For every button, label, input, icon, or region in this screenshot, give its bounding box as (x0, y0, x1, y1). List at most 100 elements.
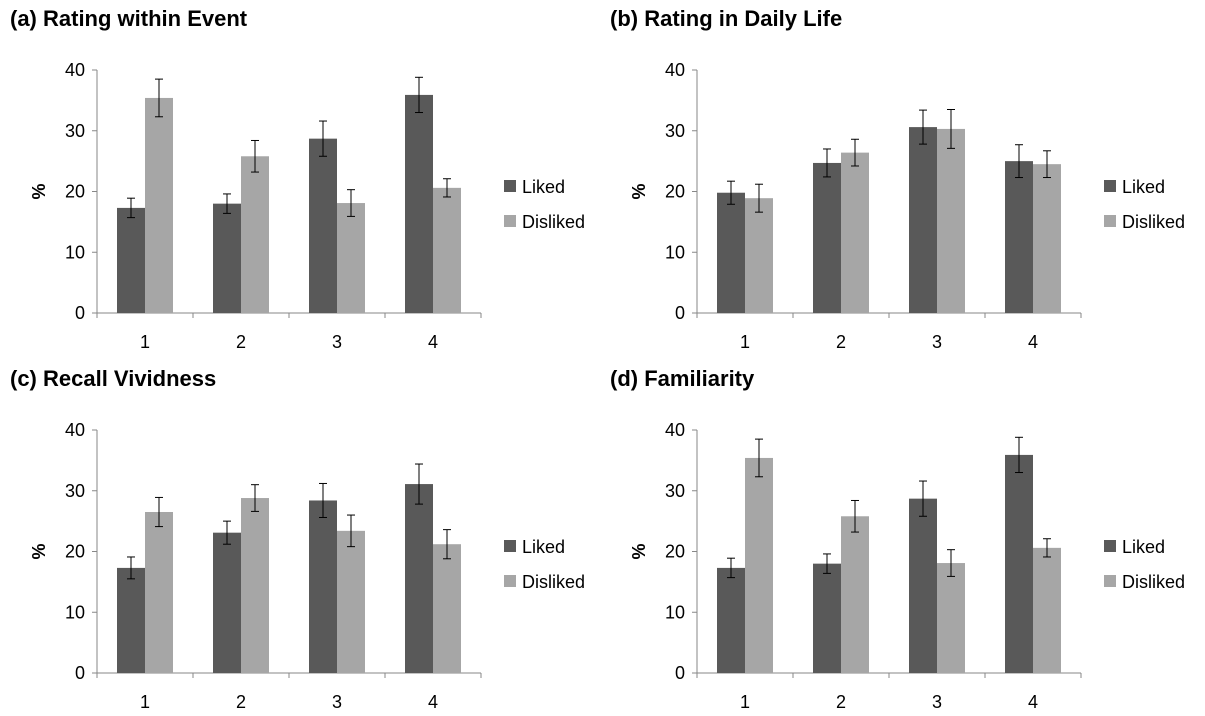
y-tick-label: 0 (75, 663, 85, 683)
bar-liked (213, 532, 241, 673)
bar-liked (1005, 454, 1033, 673)
bar-liked (813, 162, 841, 313)
bar-liked (309, 500, 337, 673)
chart-b-plot: 0 10 20 30 40% 1 2 3 4 Liked Disliked (629, 60, 1185, 352)
chart-title: (a) Rating within Event (10, 6, 248, 31)
x-tick-label: 3 (932, 692, 942, 712)
bar-liked (405, 94, 433, 313)
chart-panel-d: (d) Familiarity 0 10 20 30 40% 1 2 3 4 Liked Disli… (600, 360, 1200, 716)
x-tick-label: 3 (332, 332, 342, 352)
x-tick-label: 2 (236, 692, 246, 712)
x-tick-label: 4 (1028, 332, 1038, 352)
chart-d-plot: 0 10 20 30 40% 1 2 3 4 Liked Disliked (629, 420, 1185, 712)
bar-disliked (145, 512, 173, 673)
bar-liked (717, 192, 745, 313)
bar-disliked (337, 203, 365, 313)
legend-label-disliked: Disliked (522, 572, 585, 592)
bar-disliked (1033, 164, 1061, 313)
bar-liked (117, 567, 145, 673)
bar-disliked (433, 187, 461, 313)
bar-liked (909, 498, 937, 673)
y-tick-label: 30 (665, 481, 685, 501)
bar-disliked (1033, 547, 1061, 673)
bar-disliked (433, 544, 461, 673)
bar-disliked (145, 97, 173, 313)
legend-swatch-disliked (504, 215, 516, 227)
x-tick-label: 1 (140, 692, 150, 712)
y-tick-label: 40 (65, 420, 85, 440)
bar-disliked (745, 198, 773, 313)
y-tick-label: 0 (75, 303, 85, 323)
y-tick-label: 20 (665, 542, 685, 562)
bar-liked (405, 484, 433, 673)
legend-label-liked: Liked (522, 537, 565, 557)
chart-panel-b: (b) Rating in Daily Life 0 10 20 30 40% 1 2 3 4 L… (600, 0, 1200, 356)
legend-swatch-liked (504, 540, 516, 552)
y-tick-label: 30 (65, 121, 85, 141)
x-tick-label: 2 (236, 332, 246, 352)
chart-title: (c) Recall Vividness (10, 366, 217, 391)
legend-label-disliked: Disliked (1122, 572, 1185, 592)
x-tick-label: 4 (428, 692, 438, 712)
x-tick-label: 2 (836, 332, 846, 352)
chart-panel-c: (c) Recall Vividness 0 10 20 30 40% 1 2 3 4 Liked… (0, 360, 600, 716)
bar-liked (813, 563, 841, 673)
legend-label-liked: Liked (1122, 537, 1165, 557)
y-tick-label: 0 (675, 303, 685, 323)
bar-liked (717, 567, 745, 673)
x-tick-label: 4 (428, 332, 438, 352)
x-tick-label: 1 (140, 332, 150, 352)
y-tick-label: 40 (65, 60, 85, 80)
bar-liked (309, 138, 337, 313)
y-tick-label: 40 (665, 420, 685, 440)
y-tick-label: 20 (65, 542, 85, 562)
y-tick-label: 30 (65, 481, 85, 501)
legend-swatch-liked (1104, 540, 1116, 552)
x-tick-label: 1 (740, 332, 750, 352)
legend-swatch-disliked (1104, 215, 1116, 227)
chart-title: (d) Familiarity (610, 366, 755, 391)
legend-swatch-liked (1104, 180, 1116, 192)
y-tick-label: 10 (65, 602, 85, 622)
x-tick-label: 2 (836, 692, 846, 712)
bar-liked (117, 207, 145, 313)
bar-liked (213, 203, 241, 313)
legend-swatch-liked (504, 180, 516, 192)
y-axis-label: % (629, 183, 649, 199)
x-tick-label: 3 (932, 332, 942, 352)
legend-swatch-disliked (504, 575, 516, 587)
bar-liked (1005, 161, 1033, 313)
bar-liked (909, 127, 937, 313)
legend-label-liked: Liked (522, 177, 565, 197)
bar-disliked (337, 530, 365, 673)
chart-title: (b) Rating in Daily Life (610, 6, 843, 31)
legend-label-disliked: Disliked (1122, 212, 1185, 232)
bar-disliked (241, 498, 269, 673)
bar-disliked (937, 128, 965, 313)
y-axis-label: % (29, 543, 49, 559)
y-tick-label: 40 (665, 60, 685, 80)
y-tick-label: 10 (665, 602, 685, 622)
y-tick-label: 30 (665, 121, 685, 141)
x-tick-label: 3 (332, 692, 342, 712)
legend-label-disliked: Disliked (522, 212, 585, 232)
y-tick-label: 20 (65, 182, 85, 202)
y-tick-label: 20 (665, 182, 685, 202)
y-tick-label: 0 (675, 663, 685, 683)
legend-label-liked: Liked (1122, 177, 1165, 197)
chart-panel-a: (a) Rating within Event 0 10 20 30 40% 1 2 3 4 Li… (0, 0, 600, 356)
bar-disliked (841, 152, 869, 313)
bar-disliked (937, 563, 965, 673)
bar-disliked (841, 516, 869, 673)
legend-swatch-disliked (1104, 575, 1116, 587)
y-axis-label: % (629, 543, 649, 559)
y-axis-label: % (29, 183, 49, 199)
y-tick-label: 10 (665, 242, 685, 262)
bar-disliked (745, 457, 773, 673)
chart-a-plot: 0 10 20 30 40% 1 2 3 4 Liked Disliked (29, 60, 585, 352)
chart-c-plot: 0 10 20 30 40% 1 2 3 4 Liked Disliked (29, 420, 585, 712)
bar-disliked (241, 156, 269, 313)
y-tick-label: 10 (65, 242, 85, 262)
x-tick-label: 4 (1028, 692, 1038, 712)
x-tick-label: 1 (740, 692, 750, 712)
